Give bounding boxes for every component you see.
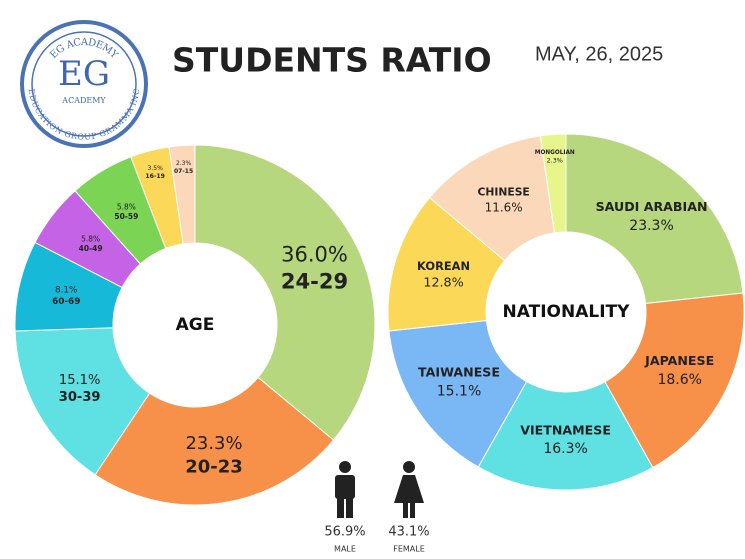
slice-label: 50-59	[114, 212, 138, 221]
slice-label: TAIWANESE	[418, 365, 500, 380]
slice-label: 16-19	[145, 173, 165, 180]
slice-label: SAUDI ARABIAN	[596, 199, 708, 214]
center-label: AGE	[176, 315, 215, 335]
slice-percent: 8.1%	[55, 286, 77, 296]
slice-label: 20-23	[185, 456, 242, 477]
slice-label: 60-69	[52, 297, 80, 307]
gender-name: MALE	[334, 545, 356, 554]
slice-percent: 23.3%	[185, 433, 242, 454]
female-icon	[394, 461, 424, 518]
slice-label: CHINESE	[477, 185, 529, 198]
slice-percent: 5.8%	[81, 234, 100, 243]
title: STUDENTS RATIO	[172, 41, 492, 80]
slice-percent: 2.3%	[547, 157, 563, 165]
gender-name: FEMALE	[393, 545, 425, 554]
slice-label: 24-29	[281, 270, 348, 294]
male-icon	[335, 461, 355, 518]
gender-percent: 43.1%	[388, 525, 429, 540]
slice-percent: 15.1%	[59, 373, 100, 388]
slice-percent: 3.5%	[147, 165, 163, 172]
slice-percent: 5.8%	[117, 202, 136, 211]
donut-hole	[486, 232, 646, 392]
donut-hole	[113, 243, 277, 407]
slice-label: KOREAN	[417, 259, 470, 273]
logo-sub: ACADEMY	[61, 96, 106, 105]
slice-percent: 23.3%	[629, 218, 673, 234]
date: MAY, 26, 2025	[535, 43, 663, 65]
slice-percent: 12.8%	[423, 274, 463, 289]
center-label: NATIONALITY	[503, 302, 631, 322]
slice-label: JAPANESE	[644, 353, 714, 368]
slice-percent: 2.3%	[176, 160, 192, 167]
slice-label: MONGOLIAN	[535, 150, 575, 156]
slice-label: VIETNAMESE	[520, 422, 611, 437]
gender-percent: 56.9%	[324, 525, 365, 540]
logo-mark: EG	[58, 54, 110, 94]
slice-percent: 18.6%	[657, 372, 701, 388]
slice-label: 30-39	[59, 390, 101, 405]
slice-percent: 15.1%	[437, 383, 481, 399]
slice-label: 40-49	[79, 244, 103, 253]
slice-percent: 36.0%	[281, 242, 348, 266]
slice-label: 07-15	[174, 168, 193, 175]
slice-percent: 11.6%	[485, 200, 523, 214]
logo: EG ACADEMY EDUCATION GROUP GRAMMA INC EG…	[20, 20, 148, 148]
slice-percent: 16.3%	[543, 441, 587, 457]
